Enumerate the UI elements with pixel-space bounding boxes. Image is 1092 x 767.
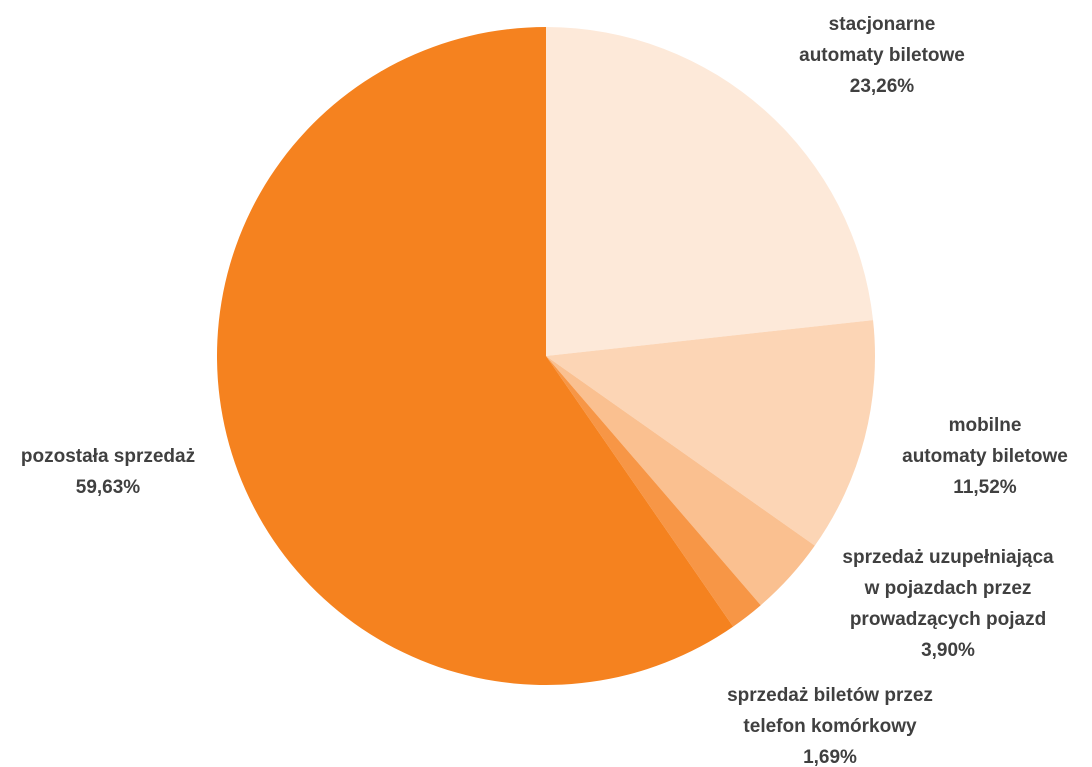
- slice-label-4: pozostała sprzedaż 59,63%: [21, 446, 195, 498]
- slice-label-line: stacjonarne: [829, 14, 936, 35]
- slice-label-line: automaty biletowe: [799, 45, 965, 66]
- slice-label-line: sprzedaż uzupełniająca: [842, 547, 1054, 568]
- pie-slices: [216, 27, 876, 685]
- slice-label-0: stacjonarne automaty biletowe 23,26%: [799, 14, 965, 97]
- slice-label-2: sprzedaż uzupełniająca w pojazdach przez p…: [842, 547, 1054, 661]
- slice-label-line: automaty biletowe: [902, 446, 1068, 467]
- slice-label-line: prowadzących pojazd: [850, 609, 1046, 630]
- pie-slice-1: [546, 320, 876, 546]
- slice-percent-label: 1,69%: [803, 747, 857, 767]
- slice-percent-label: 3,90%: [921, 640, 975, 661]
- slice-percent-label: 59,63%: [76, 477, 141, 498]
- slice-label-line: mobilne: [949, 415, 1022, 436]
- slice-label-1: mobilne automaty biletowe 11,52%: [902, 415, 1068, 498]
- slice-label-line: w pojazdach przez: [864, 578, 1032, 599]
- pie-slice-2: [546, 356, 815, 606]
- pie-slice-0: [546, 27, 874, 356]
- slice-percent-label: 23,26%: [850, 76, 915, 97]
- slice-label-line: sprzedaż biletów przez: [727, 685, 933, 706]
- pie-slice-3: [546, 356, 761, 627]
- slice-label-3: sprzedaż biletów przez telefon komórkowy 1…: [727, 685, 933, 767]
- slice-percent-label: 11,52%: [953, 477, 1016, 498]
- pie-slice-4: [216, 27, 734, 685]
- slice-label-line: telefon komórkowy: [743, 716, 917, 737]
- slice-label-line: pozostała sprzedaż: [21, 446, 195, 467]
- slice-labels: stacjonarne automaty biletowe 23,26% mobiln…: [21, 14, 1068, 767]
